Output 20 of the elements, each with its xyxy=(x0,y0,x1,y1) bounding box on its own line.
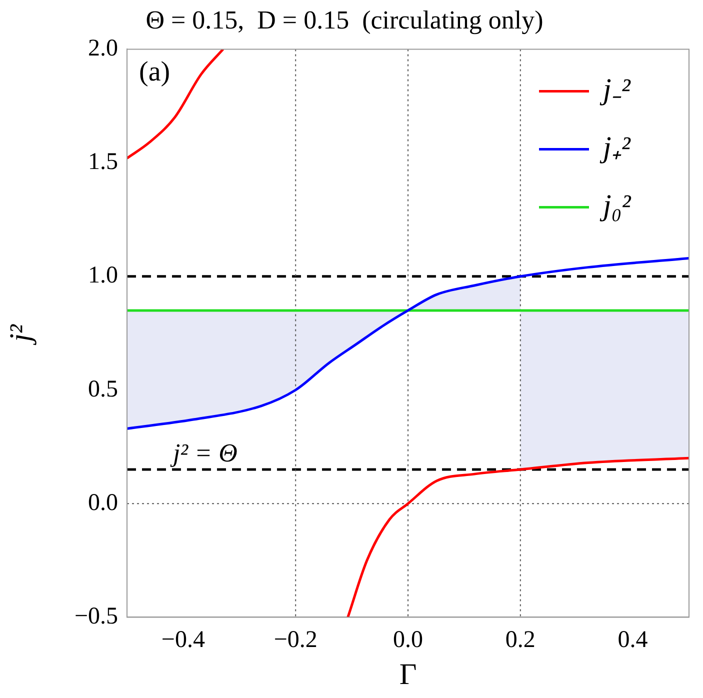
y-tick-label: 1.5 xyxy=(88,149,118,176)
x-tick-label: 0.4 xyxy=(618,626,648,653)
y-tick-label: −0.5 xyxy=(74,603,118,630)
y-tick-label: 0.5 xyxy=(88,376,118,402)
chart-title: Θ = 0.15, D = 0.15 (circulating only) xyxy=(146,5,544,34)
legend-label: j₀² xyxy=(599,189,632,222)
ref-line-label: j² = Θ xyxy=(170,438,238,468)
x-tick-label: 0.0 xyxy=(393,626,423,653)
annotation: (a) xyxy=(139,56,170,88)
x-axis-title: Γ xyxy=(399,658,417,691)
legend-label: j₋² xyxy=(599,73,632,106)
y-axis-title: j² xyxy=(4,324,37,346)
y-tick-label: 0.0 xyxy=(88,490,118,516)
y-tick-label: 2.0 xyxy=(88,35,118,62)
x-tick-label: −0.4 xyxy=(161,626,205,653)
y-tick-label: 1.0 xyxy=(88,262,118,289)
x-tick-label: −0.2 xyxy=(274,626,318,653)
line-series xyxy=(127,256,689,430)
x-tick-label: 0.2 xyxy=(505,626,536,653)
legend-label: j₊² xyxy=(599,131,632,164)
